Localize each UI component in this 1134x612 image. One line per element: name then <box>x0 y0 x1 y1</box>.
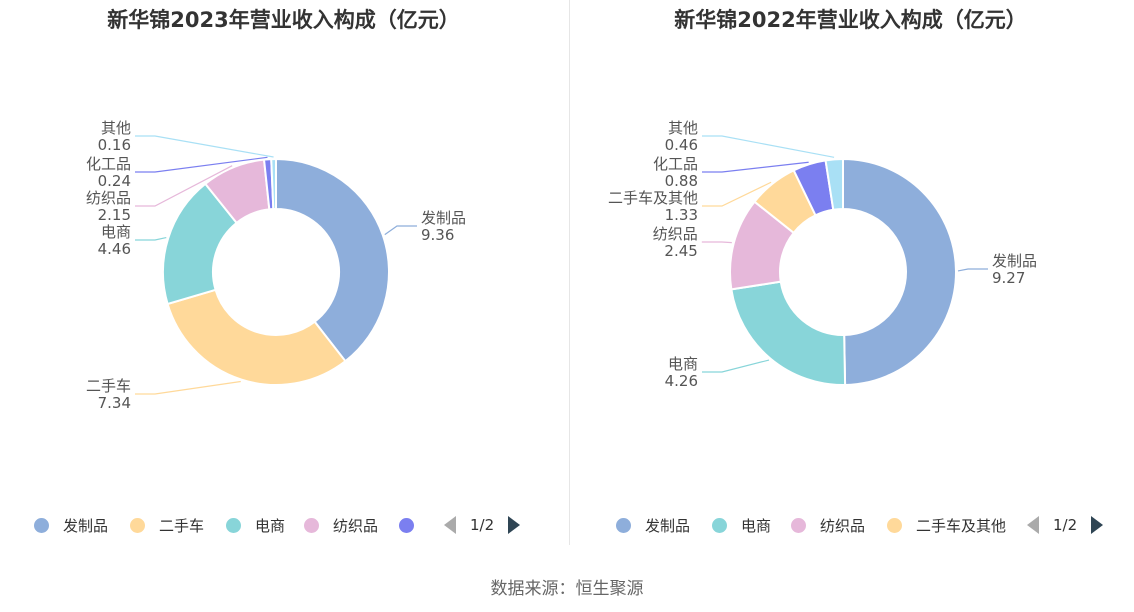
slice-value-label: 0.24 <box>98 172 131 190</box>
legend-page-indicator: 1/2 <box>1053 516 1078 534</box>
legend-label: 纺织品 <box>333 516 379 535</box>
leader-line <box>702 135 835 158</box>
legend-item[interactable]: 二手车及其他 <box>887 512 1006 538</box>
legend-marker <box>712 517 727 533</box>
leader-line <box>135 135 274 158</box>
legend-page-indicator: 1/2 <box>470 516 495 534</box>
legend-next-page-icon[interactable] <box>508 516 521 534</box>
legend-item[interactable]: 纺织品 <box>304 512 378 538</box>
legend-item[interactable]: 电商 <box>226 512 285 538</box>
slice-value-label: 0.16 <box>98 136 131 154</box>
leader-line <box>702 181 772 207</box>
slice-name-label: 其他 <box>101 119 131 137</box>
slice-name-label: 二手车及其他 <box>608 189 698 207</box>
legend-marker <box>226 517 241 533</box>
legend-prev-page-icon[interactable] <box>444 516 456 534</box>
slice-name-label: 纺织品 <box>86 189 131 207</box>
legend-marker <box>304 517 319 533</box>
chart-panel-2022: 新华锦2022年营业收入构成（亿元） 发制品 9.27 电商 4.26 纺织品 2.45 二… <box>567 0 1134 545</box>
slice-name-label: 化工品 <box>86 155 131 173</box>
donut-slice[interactable] <box>730 280 847 386</box>
slice-name-label: 发制品 <box>421 209 466 227</box>
legend-label: 二手车 <box>159 516 205 535</box>
slice-value-label: 4.46 <box>98 240 131 258</box>
legend-item[interactable] <box>399 512 428 538</box>
legend-marker <box>399 517 414 533</box>
legend-item[interactable]: 电商 <box>712 512 771 538</box>
legend-marker <box>887 517 902 533</box>
slice-name-label: 电商 <box>101 223 131 241</box>
donut-slice[interactable] <box>166 288 347 386</box>
legend: 发制品 电商 纺织品 二手车及其他 1/2 <box>567 512 1134 538</box>
leader-line <box>135 236 167 241</box>
chart-panel-2023: 新华锦2023年营业收入构成（亿元） 发制品 9.36 二手车 7.34 电商 4.46 纺… <box>0 0 567 545</box>
slice-value-label: 7.34 <box>98 394 131 412</box>
legend-item[interactable]: 发制品 <box>616 512 690 538</box>
legend-marker <box>34 517 49 533</box>
slice-value-label: 1.33 <box>665 206 698 224</box>
legend-marker <box>130 517 145 533</box>
leader-line <box>135 165 233 207</box>
slice-value-label: 0.46 <box>665 136 698 154</box>
donut-slice[interactable] <box>270 157 277 211</box>
legend-prev-page-icon[interactable] <box>1027 516 1039 534</box>
leader-line <box>135 380 241 395</box>
leader-line <box>135 156 268 173</box>
legend: 发制品 二手车 电商 纺织品 1/2 <box>0 512 567 538</box>
legend-label: 发制品 <box>645 516 691 535</box>
legend-marker <box>791 517 806 533</box>
legend-label: 发制品 <box>63 516 109 535</box>
chart-title: 新华锦2022年营业收入构成（亿元） <box>674 8 1027 32</box>
slice-name-label: 其他 <box>668 119 698 137</box>
donut-slice[interactable] <box>842 157 958 387</box>
leader-line <box>957 268 988 272</box>
leader-line <box>702 161 809 173</box>
legend-item[interactable]: 纺织品 <box>791 512 865 538</box>
leader-line <box>702 359 770 373</box>
donut-slice[interactable] <box>824 157 844 211</box>
legend-marker <box>616 517 631 533</box>
legend-label: 电商 <box>255 516 286 535</box>
slice-name-label: 电商 <box>668 355 698 373</box>
legend-pager: 1/2 <box>444 512 521 538</box>
legend-pager: 1/2 <box>1027 512 1104 538</box>
slice-name-label: 二手车 <box>86 377 131 395</box>
slice-value-label: 4.26 <box>665 372 698 390</box>
donut-slice[interactable] <box>275 157 390 363</box>
legend-label: 纺织品 <box>820 516 866 535</box>
legend-item[interactable]: 二手车 <box>130 512 204 538</box>
slice-name-label: 纺织品 <box>653 225 698 243</box>
chart-title: 新华锦2023年营业收入构成（亿元） <box>107 8 460 32</box>
legend-next-page-icon[interactable] <box>1091 516 1104 534</box>
slice-value-label: 9.36 <box>421 226 454 244</box>
slice-value-label: 2.45 <box>664 242 697 260</box>
slice-value-label: 9.27 <box>992 269 1025 287</box>
slice-name-label: 化工品 <box>653 155 698 173</box>
panel-divider <box>569 0 570 545</box>
data-source-note: 数据来源：恒生聚源 <box>490 579 644 599</box>
slice-value-label: 2.15 <box>98 206 131 224</box>
leader-line <box>384 225 417 236</box>
slice-value-label: 0.88 <box>665 172 698 190</box>
legend-label: 二手车及其他 <box>916 516 1007 535</box>
legend-item[interactable]: 发制品 <box>34 512 108 538</box>
slice-name-label: 发制品 <box>992 252 1037 270</box>
legend-label: 电商 <box>741 516 772 535</box>
leader-line <box>701 241 732 244</box>
